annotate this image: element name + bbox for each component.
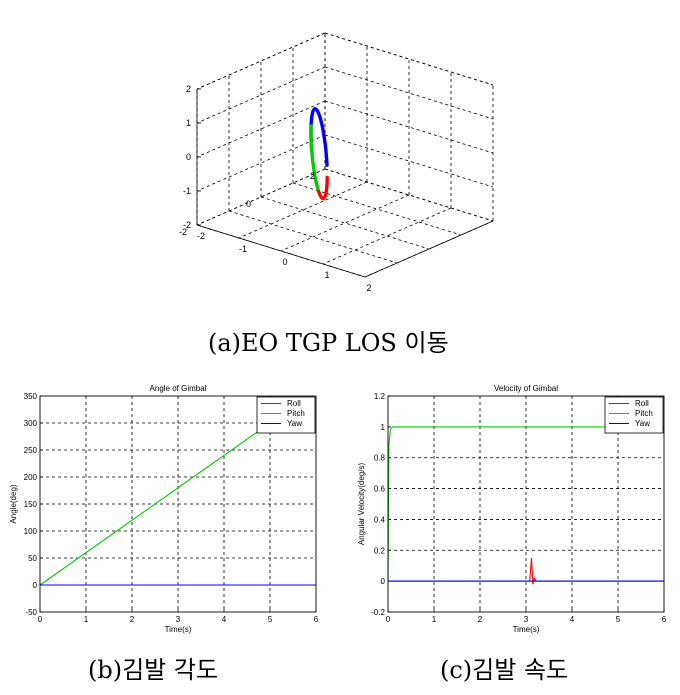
- trajectory-arc-red: [314, 175, 329, 201]
- tick-label-y: 350: [24, 392, 38, 401]
- tick-label-y: 200: [24, 473, 38, 482]
- trajectory-arc-green: [309, 124, 320, 191]
- y-axis-label: Angular Velocity(deg/s): [357, 463, 366, 546]
- tick-label-y: 300: [24, 419, 38, 428]
- legend-label-yaw: Yaw: [635, 419, 650, 428]
- tick-label-x: 1: [324, 270, 329, 280]
- tick-label-y: -2: [179, 227, 187, 237]
- tick-label-x: 5: [268, 615, 273, 624]
- tick-label-x: 1: [432, 615, 437, 624]
- tick-label-x: -2: [197, 231, 205, 241]
- tick-label-y: -0.2: [371, 608, 385, 617]
- box-edge: [196, 32, 326, 90]
- grid-line: [324, 100, 494, 154]
- grid-line: [196, 168, 326, 226]
- tick-label-x: 1: [84, 615, 89, 624]
- tick-label-y: 0: [33, 581, 38, 590]
- grid-line: [324, 66, 494, 120]
- tick-label-y: 1: [381, 423, 386, 432]
- tick-label-x: 6: [314, 615, 319, 624]
- grid-line: [196, 66, 326, 124]
- tick-label-z: -2: [183, 220, 191, 230]
- tick-label-x: 3: [176, 615, 181, 624]
- tick-label-y: 50: [28, 554, 37, 563]
- y-axis-line: [364, 220, 494, 278]
- tick-label-y: 100: [24, 527, 38, 536]
- grid-line: [260, 196, 430, 250]
- legend-label-pitch: Pitch: [287, 409, 305, 418]
- tick-label-x: -1: [239, 244, 247, 254]
- caption-a: (a)EO TGP LOS 이동: [208, 329, 449, 357]
- y-axis-label: Angle(deg): [9, 484, 18, 523]
- chart-title: Angle of Gimbal: [150, 384, 207, 393]
- grid-line: [280, 194, 410, 252]
- tick-label-y: 1.2: [374, 392, 386, 401]
- tick-label-x: 0: [386, 615, 391, 624]
- tick-label-y: 0.2: [374, 546, 386, 555]
- tick-label-x: 6: [662, 615, 667, 624]
- caption-b: (b)김발 각도: [88, 656, 219, 684]
- legend-label-roll: Roll: [287, 399, 301, 408]
- tick-label-y: -50: [25, 608, 37, 617]
- tick-label-y: 2: [310, 171, 315, 181]
- tick-label-y: 0.4: [374, 515, 386, 524]
- tick-label-x: 2: [366, 283, 371, 293]
- series-line-pitch: [39, 422, 271, 586]
- grid-line: [292, 182, 462, 236]
- tick-label-z: 2: [186, 84, 191, 94]
- tick-label-x: 0: [282, 257, 287, 267]
- tick-label-y: 0.6: [374, 485, 386, 494]
- legend-box: [256, 396, 316, 434]
- tick-label-x: 4: [570, 615, 575, 624]
- x-axis-line: [196, 224, 366, 278]
- grid-line: [196, 100, 326, 158]
- tick-label-z: 1: [186, 118, 191, 128]
- tick-label-z: 0: [186, 152, 191, 162]
- tick-label-z: -1: [183, 186, 191, 196]
- legend-label-roll: Roll: [635, 399, 649, 408]
- tick-label-x: 3: [524, 615, 529, 624]
- legend-label-yaw: Yaw: [287, 419, 302, 428]
- grid-line: [324, 134, 494, 188]
- legend-label-pitch: Pitch: [635, 409, 653, 418]
- chart-title: Velocity of Gimbal: [494, 384, 558, 393]
- tick-label-x: 2: [130, 615, 135, 624]
- tick-label-x: 5: [616, 615, 621, 624]
- tick-label-y: 150: [24, 500, 38, 509]
- tick-label-y: 250: [24, 446, 38, 455]
- grid-line: [322, 207, 452, 265]
- box-edge: [324, 32, 494, 86]
- tick-label-y: 0.8: [374, 454, 386, 463]
- grid-line: [228, 210, 398, 264]
- plot-frame: [387, 395, 665, 613]
- x-axis-label: Time(s): [165, 625, 192, 634]
- x-axis-label: Time(s): [513, 625, 540, 634]
- tick-label-x: 2: [478, 615, 483, 624]
- grid-line: [238, 181, 368, 239]
- tick-label-y: 0: [381, 577, 386, 586]
- caption-c: (c)김발 속도: [440, 656, 569, 684]
- grid-line: [196, 134, 326, 192]
- series-line-pitch: [387, 426, 664, 582]
- plot-frame: [39, 395, 317, 613]
- tick-label-x: 4: [222, 615, 227, 624]
- tick-label-y: 0: [246, 199, 251, 209]
- legend-box: [604, 396, 664, 434]
- grid-line: [324, 168, 494, 222]
- tick-label-x: 0: [38, 615, 43, 624]
